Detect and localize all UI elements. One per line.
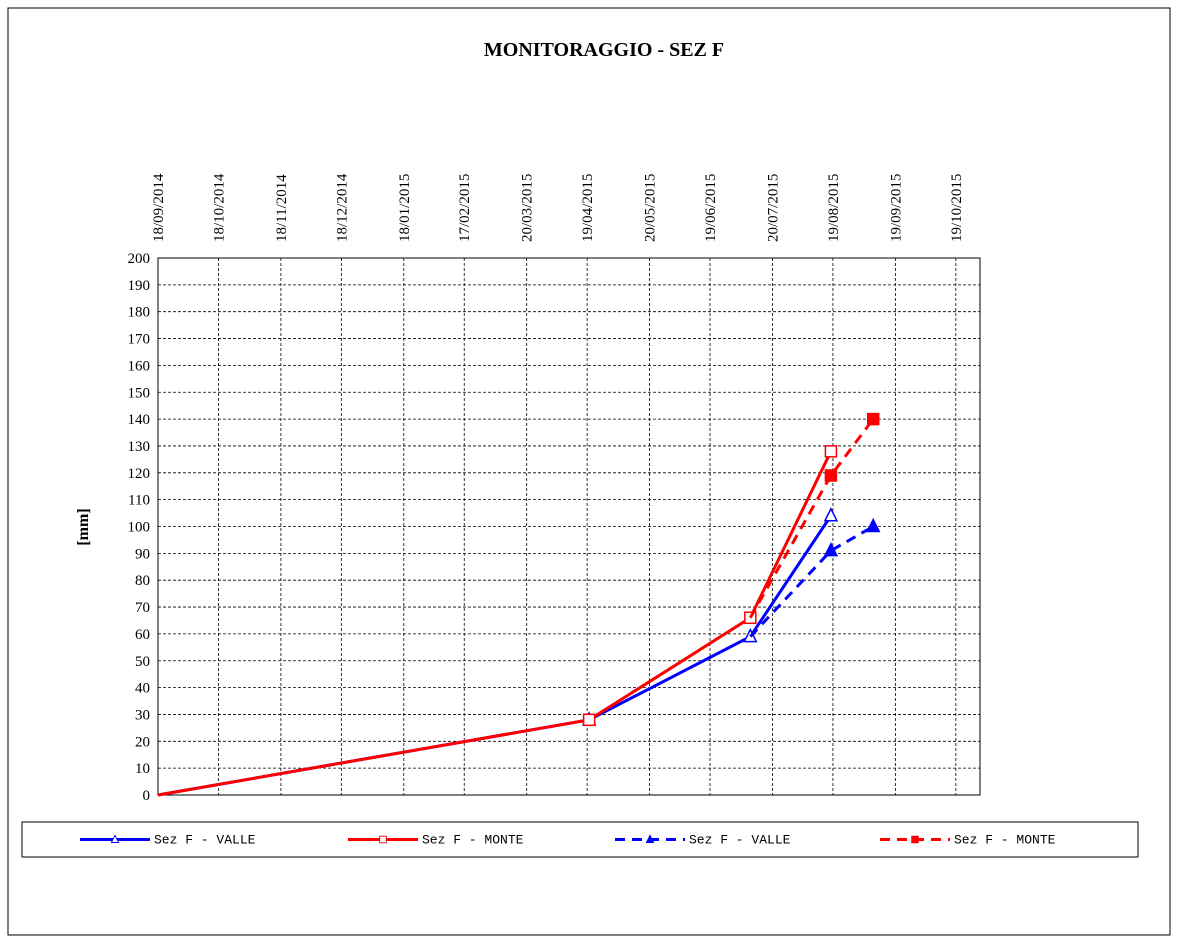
y-tick-label: 130 bbox=[128, 439, 151, 455]
x-tick-label: 17/02/2015 bbox=[457, 174, 473, 242]
y-tick-label: 80 bbox=[135, 573, 150, 589]
y-tick-label: 120 bbox=[128, 466, 151, 482]
x-tick-label: 19/08/2015 bbox=[826, 174, 842, 242]
x-tick-label: 19/04/2015 bbox=[580, 174, 596, 242]
y-tick-label: 60 bbox=[135, 627, 150, 643]
plot-border bbox=[157, 257, 981, 796]
data-point bbox=[866, 412, 880, 426]
x-tick-label: 20/07/2015 bbox=[765, 174, 781, 242]
legend-marker bbox=[110, 834, 120, 843]
y-tick-label: 90 bbox=[135, 546, 150, 562]
data-point bbox=[824, 469, 838, 482]
y-tick-label: 70 bbox=[135, 600, 150, 616]
x-tick-label: 18/10/2014 bbox=[211, 173, 227, 242]
y-tick-label: 180 bbox=[128, 305, 151, 321]
x-tick-label: 18/11/2014 bbox=[274, 174, 290, 242]
legend-label: Sez F - MONTE bbox=[422, 833, 524, 848]
chart-title: MONITORAGGIO - SEZ F bbox=[484, 39, 724, 61]
y-tick-label: 40 bbox=[135, 681, 150, 697]
x-tick-label: 18/12/2014 bbox=[334, 173, 350, 242]
data-point bbox=[823, 541, 839, 557]
x-tick-label: 19/10/2015 bbox=[949, 174, 965, 242]
legend-label: Sez F - VALLE bbox=[689, 833, 791, 848]
data-point bbox=[824, 445, 838, 458]
y-tick-label: 170 bbox=[128, 332, 151, 348]
y-tick-label: 200 bbox=[128, 251, 151, 267]
data-point bbox=[866, 517, 881, 533]
y-tick-label: 160 bbox=[128, 358, 151, 374]
legend-marker bbox=[379, 835, 387, 844]
data-point bbox=[823, 507, 839, 522]
series-line bbox=[749, 418, 875, 619]
y-tick-label: 110 bbox=[128, 493, 150, 509]
y-tick-label: 50 bbox=[135, 654, 150, 670]
x-tick-label: 19/06/2015 bbox=[703, 174, 719, 242]
data-point bbox=[582, 713, 596, 727]
y-tick-label: 30 bbox=[135, 707, 150, 723]
y-axis-label: [mm] bbox=[75, 508, 92, 545]
y-tick-label: 0 bbox=[143, 788, 151, 804]
x-tick-label: 19/09/2015 bbox=[888, 174, 904, 242]
y-tick-label: 100 bbox=[128, 520, 151, 536]
series-line bbox=[749, 525, 874, 638]
y-tick-label: 140 bbox=[128, 412, 151, 428]
y-tick-label: 190 bbox=[128, 278, 151, 294]
x-tick-label: 20/03/2015 bbox=[520, 174, 536, 242]
y-tick-label: 20 bbox=[135, 734, 150, 750]
x-tick-label: 18/01/2015 bbox=[397, 174, 413, 242]
x-tick-label: 18/09/2014 bbox=[151, 173, 167, 242]
series-line bbox=[157, 450, 833, 797]
y-tick-label: 150 bbox=[128, 385, 151, 401]
legend-label: Sez F - VALLE bbox=[154, 833, 256, 848]
legend-marker bbox=[911, 835, 919, 844]
legend bbox=[21, 821, 1139, 858]
x-tick-label: 20/05/2015 bbox=[643, 174, 659, 242]
legend-label: Sez F - MONTE bbox=[954, 833, 1056, 848]
legend-marker bbox=[645, 834, 655, 843]
y-tick-label: 10 bbox=[135, 761, 150, 777]
